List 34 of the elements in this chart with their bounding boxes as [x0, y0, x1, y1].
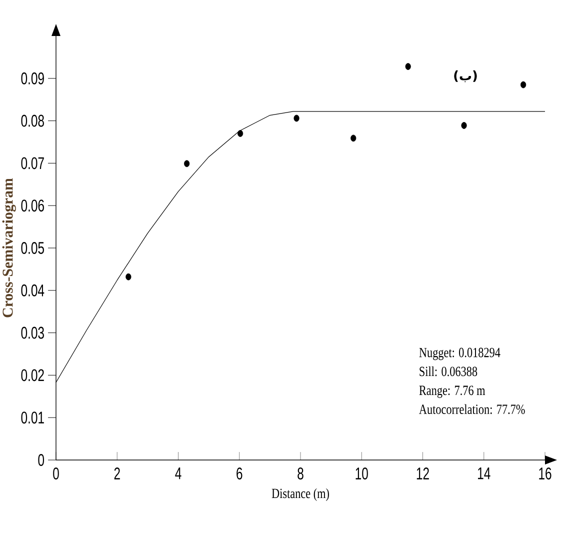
y-tick-label: 0.02	[21, 369, 44, 382]
x-tick-label: 4	[175, 468, 182, 480]
x-tick-label: 10	[356, 468, 368, 480]
y-tick-label: 0.08	[21, 114, 44, 127]
point	[126, 273, 132, 280]
annotation: Autocorrelation: 77.7%	[419, 404, 525, 414]
annotation: Sill: 0.06388	[420, 366, 478, 376]
annotation: (ب)	[454, 70, 477, 82]
y-tick-label: 0.01	[21, 412, 44, 424]
y-tick-label: 0.06	[21, 200, 44, 212]
x-tick-label: 0	[53, 468, 59, 480]
point	[520, 81, 526, 88]
x-tick-label: 12	[416, 468, 429, 480]
annotation: Nugget: 0.018294	[419, 348, 500, 360]
point	[238, 130, 244, 137]
point	[294, 114, 300, 122]
x-axis-title: Distance (m)	[272, 488, 329, 501]
annotation: Range: 7.76 m	[419, 386, 486, 398]
y-tick-label: 0.07	[21, 157, 44, 170]
y-tick-label: 0.09	[21, 72, 44, 84]
y-tick-label: 0.03	[21, 326, 44, 339]
y-axis-title: Cross-Semivariogram	[2, 178, 16, 318]
x-tick-label: 8	[298, 468, 304, 480]
y-tick-label: 0.04	[21, 284, 44, 296]
x-tick-label: 14	[478, 468, 490, 480]
x-tick-label: 6	[236, 468, 242, 480]
point	[184, 160, 190, 168]
y-tick-label: 0.05	[21, 242, 44, 254]
x-tick-label: 2	[114, 468, 120, 480]
point	[350, 134, 356, 142]
y-tick-label: 0	[38, 454, 44, 466]
point	[405, 63, 411, 70]
x-tick-label: 16	[539, 468, 552, 480]
point	[461, 122, 467, 129]
